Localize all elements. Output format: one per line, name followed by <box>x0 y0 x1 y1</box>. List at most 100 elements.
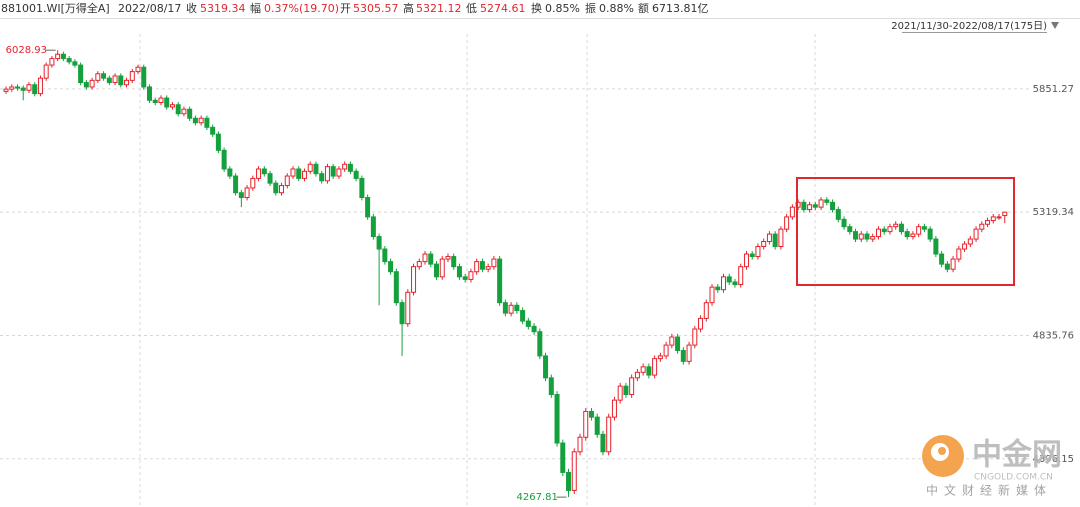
annotation: 4267.81 <box>517 492 558 503</box>
candle-body <box>279 185 285 194</box>
candle-body <box>365 197 371 218</box>
candle-body <box>732 281 738 286</box>
candle-body <box>554 394 560 444</box>
candle-body <box>296 168 302 179</box>
candle-body <box>663 344 669 357</box>
candle-body <box>629 377 635 396</box>
candle-body <box>1002 211 1008 217</box>
candle-body <box>675 336 681 351</box>
candle-body <box>870 236 876 240</box>
candle-body <box>985 220 991 225</box>
candle-body <box>370 216 376 238</box>
candle-body <box>336 168 342 177</box>
candle-body <box>445 256 451 260</box>
candle-body <box>284 175 290 187</box>
candle-body <box>37 77 43 95</box>
candle-body <box>560 442 566 473</box>
candle-body <box>996 216 1002 219</box>
candle-body <box>353 170 359 179</box>
candle-body <box>330 166 336 177</box>
candle-body <box>474 261 480 273</box>
candle-body <box>916 226 922 235</box>
candle-body <box>462 276 468 280</box>
range-label[interactable]: 2021/11/30-2022/08/17(175日) <box>891 21 1047 32</box>
item-value: 5274.61 <box>480 2 526 15</box>
code: 881001.WI[万得全A] <box>1 1 110 15</box>
candle-body <box>583 410 589 438</box>
candle-body <box>611 399 617 418</box>
watermark: 中金网 CNGOLD.COM.CN 中文财经新媒体 <box>922 435 1062 498</box>
item-value: 0.85% <box>545 2 580 15</box>
candle-body <box>124 79 130 86</box>
candle-body <box>342 163 348 170</box>
candle-body <box>904 231 910 238</box>
candle-body <box>273 182 279 194</box>
candle-body <box>313 163 319 175</box>
candle-body <box>95 73 101 81</box>
candle-body <box>910 233 916 238</box>
y-tick-label: 4396.15 <box>1033 454 1074 465</box>
y-tick-label: 4835.76 <box>1033 330 1074 341</box>
candle-body <box>66 58 72 63</box>
candle-body <box>755 246 761 258</box>
candle-body <box>715 286 721 291</box>
candle-body <box>175 104 181 115</box>
candle-body <box>3 88 9 92</box>
candle-body <box>927 228 933 240</box>
candle-body <box>112 75 118 84</box>
candle-body <box>198 117 204 124</box>
candle-body <box>78 64 84 84</box>
candle-body <box>807 204 813 211</box>
candle-body <box>623 385 629 396</box>
candle-body <box>101 73 107 79</box>
candle-body <box>250 177 256 189</box>
candle-body <box>761 241 767 248</box>
candle-body <box>898 223 904 233</box>
candle-body <box>55 53 61 60</box>
candle-body <box>950 258 956 270</box>
candle-body <box>497 258 503 304</box>
candle-body <box>847 226 853 233</box>
candle-body <box>181 108 187 115</box>
candle-body <box>32 84 38 95</box>
candle-body <box>204 117 210 128</box>
candle-body <box>835 209 841 220</box>
candle-body <box>393 271 399 304</box>
candle-body <box>709 286 715 304</box>
candle-body <box>939 253 945 265</box>
candle-body <box>921 226 927 230</box>
candle-body <box>749 253 755 258</box>
candle-body <box>382 248 388 263</box>
candle-body <box>267 173 273 184</box>
candle-body <box>772 233 778 248</box>
plot: 5851.27 5319.34 4835.76 4396.15 6028.93 4267.… <box>0 45 1074 503</box>
candle-body <box>147 86 152 101</box>
candle-body <box>319 173 325 182</box>
candle-body <box>14 86 20 89</box>
range-dropdown[interactable] <box>1051 22 1059 29</box>
watermark-name: 中金网 <box>972 438 1062 473</box>
item-value: 0.37%(19.70) <box>264 2 339 15</box>
candle-body <box>451 256 457 268</box>
month-grid <box>139 34 816 507</box>
candle-body <box>405 291 411 325</box>
candle-body <box>646 366 652 376</box>
candle-body <box>192 117 198 124</box>
item-label: 幅 <box>250 2 261 15</box>
candle-body <box>434 263 439 278</box>
candle-body <box>43 64 49 79</box>
candle-body <box>428 253 434 265</box>
candle-body <box>388 261 394 273</box>
candle-body <box>669 336 675 346</box>
item-value: 6713.81亿 <box>652 2 709 15</box>
candle-body <box>468 271 474 280</box>
candle-body <box>256 168 262 179</box>
candle-body <box>933 238 939 255</box>
candle-body <box>789 206 795 218</box>
candle-body <box>525 320 531 327</box>
candle-body <box>141 66 147 88</box>
candle-body <box>233 175 239 194</box>
candle-body <box>726 276 732 283</box>
candle-body <box>210 126 216 135</box>
